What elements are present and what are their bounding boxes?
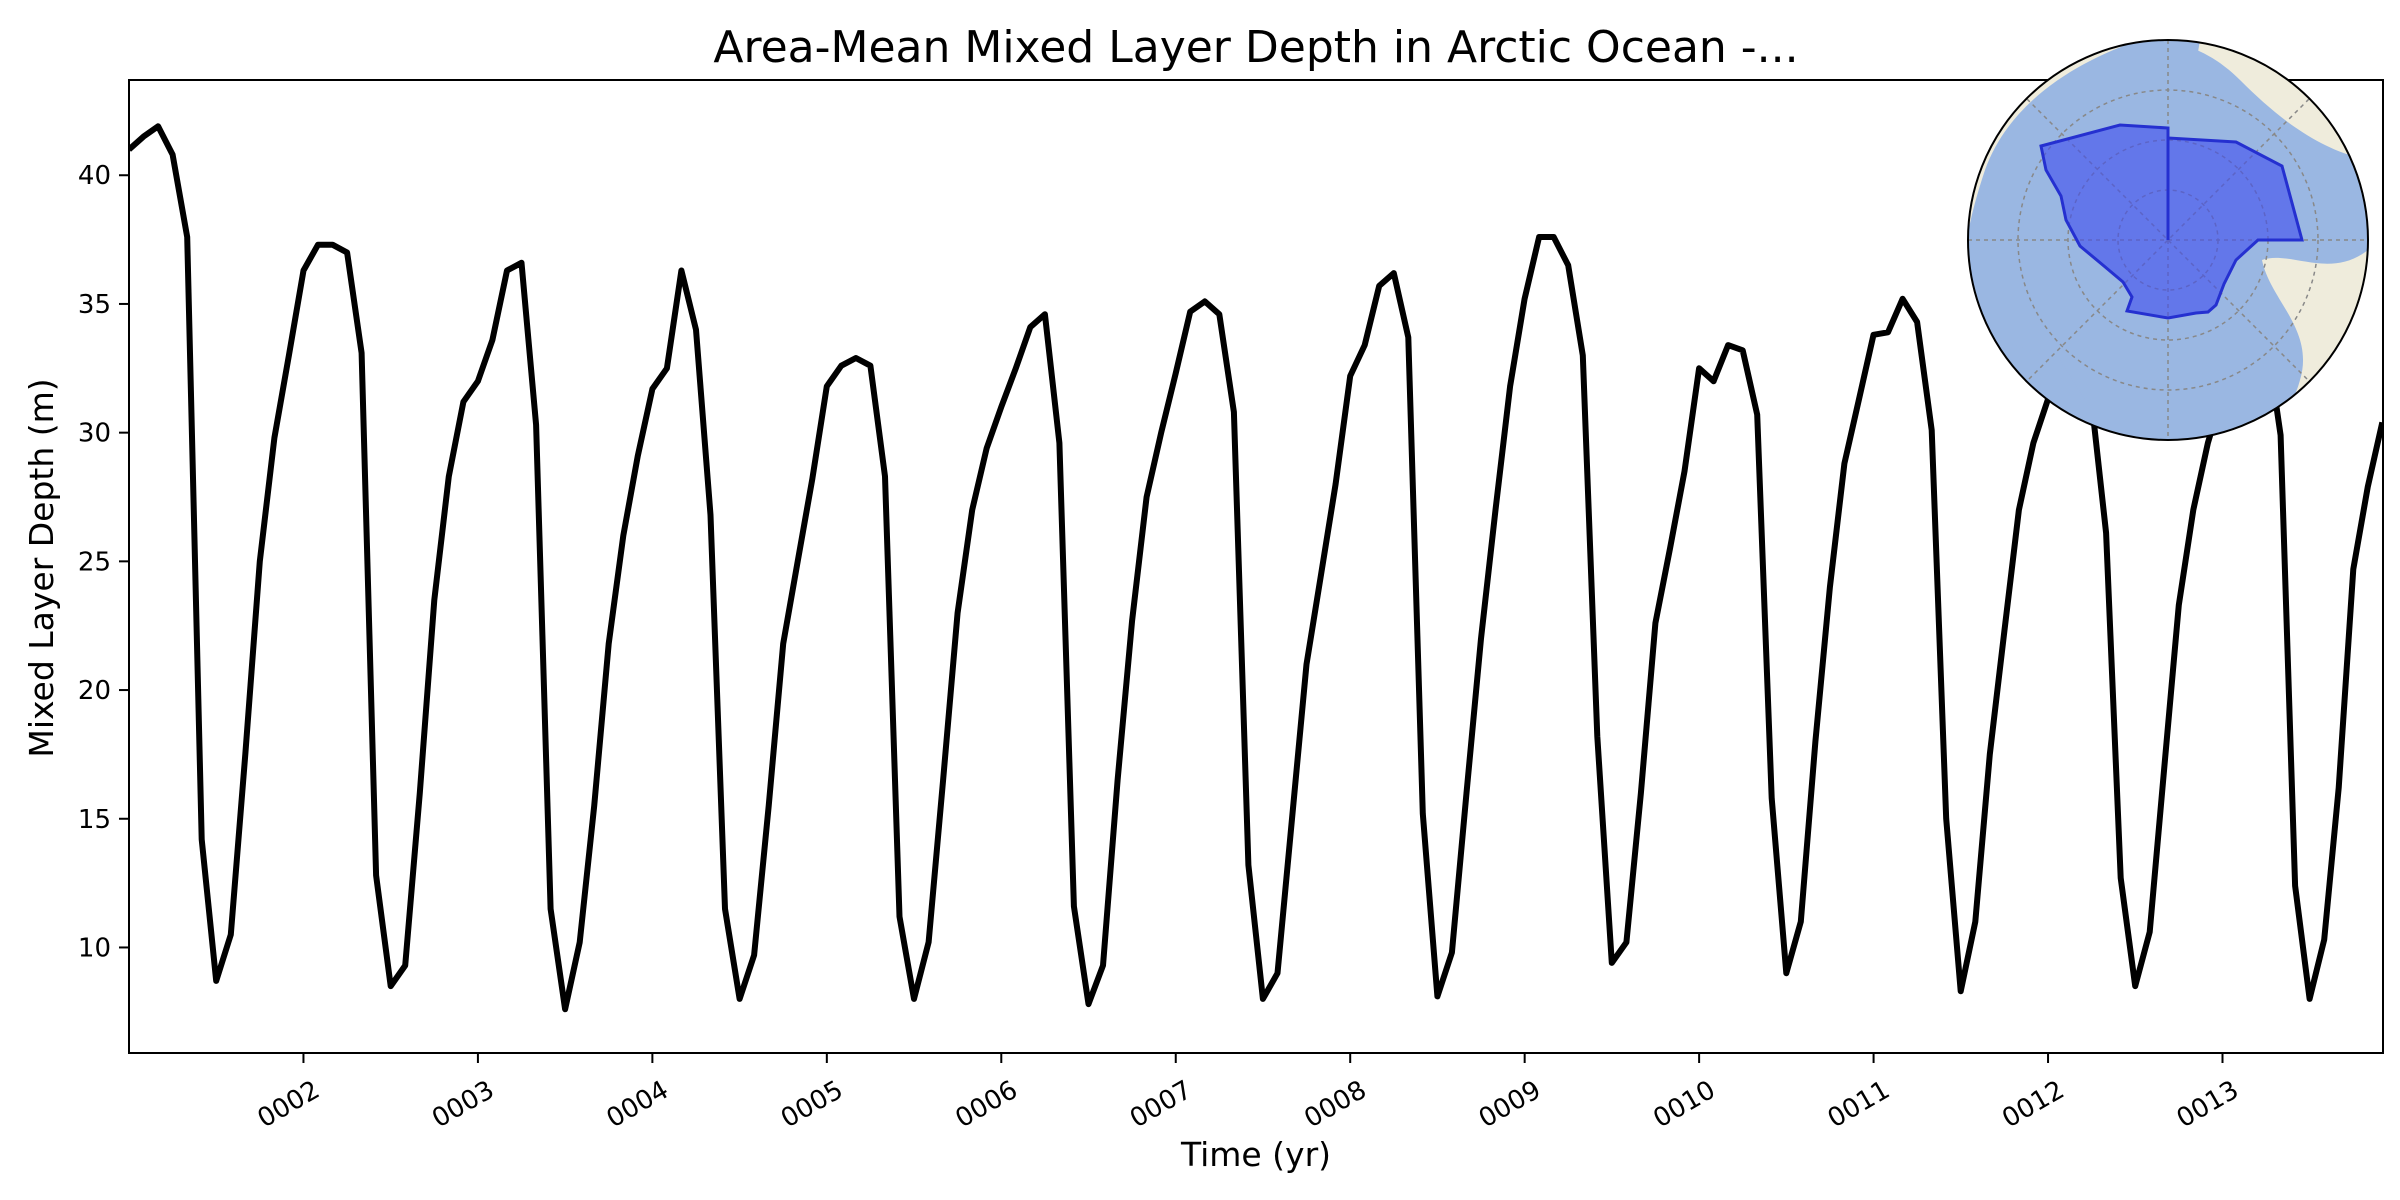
y-tick-label: 35: [78, 290, 111, 320]
arctic-inset-map: [1967, 39, 2369, 441]
x-tick-label: 0004: [602, 1075, 674, 1134]
x-tick-label: 0011: [1823, 1075, 1895, 1134]
chart-title: Area-Mean Mixed Layer Depth in Arctic Oc…: [713, 22, 1798, 73]
y-axis-label: Mixed Layer Depth (m): [22, 378, 61, 757]
x-tick-label: 0005: [776, 1075, 848, 1134]
x-axis-label: Time (yr): [1180, 1135, 1331, 1174]
x-tick-label: 0012: [1997, 1075, 2069, 1134]
series-line: [129, 123, 2383, 1013]
y-tick-label: 40: [78, 161, 111, 191]
y-axis-ticks: 10 15 20 25 30 35 40: [78, 161, 129, 963]
x-axis-ticks: 0002 0003 0004 0005 0006 0007 0008 0009 0010 0011…: [253, 1053, 2244, 1134]
y-tick-label: 20: [78, 676, 111, 706]
x-tick-label: 0009: [1474, 1075, 1546, 1134]
y-tick-label: 15: [78, 805, 111, 835]
x-tick-label: 0010: [1648, 1075, 1720, 1134]
x-tick-label: 0007: [1125, 1075, 1197, 1134]
x-tick-label: 0002: [253, 1075, 325, 1134]
y-tick-label: 30: [78, 419, 111, 449]
x-tick-label: 0006: [950, 1075, 1022, 1134]
y-tick-label: 10: [78, 933, 111, 963]
x-tick-label: 0013: [2172, 1075, 2244, 1134]
plot-area-frame: [128, 79, 2384, 1054]
x-tick-label: 0008: [1299, 1075, 1371, 1134]
selected-arctic-region: [2039, 123, 2304, 320]
x-tick-label: 0003: [427, 1075, 499, 1134]
y-tick-label: 25: [78, 547, 111, 577]
